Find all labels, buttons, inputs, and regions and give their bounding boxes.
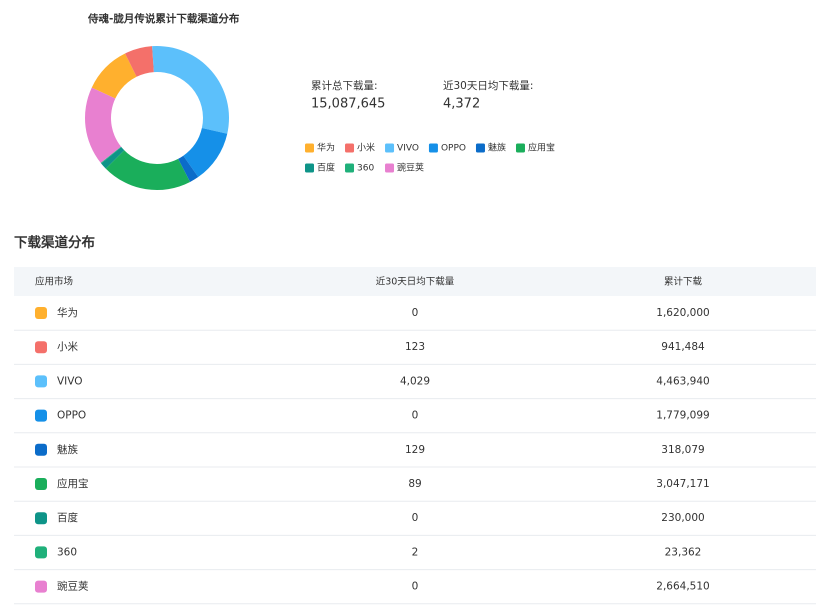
legend-label: 百度 (317, 162, 335, 174)
row-icon (35, 546, 47, 559)
table-cell: 4,029 (400, 375, 430, 387)
pie-slice (152, 46, 229, 134)
table-cell: 129 (405, 444, 425, 456)
table-cell: 百度 (57, 511, 78, 524)
table-cell: 123 (405, 341, 425, 353)
legend-label: 360 (357, 164, 374, 174)
legend-label: 豌豆荚 (397, 162, 424, 174)
table-cell: 华为 (57, 306, 78, 319)
legend-swatch (385, 163, 395, 173)
legend-swatch (305, 163, 314, 173)
table-cell: 1,620,000 (656, 307, 709, 319)
stat-label: 近30天日均下载量: (443, 79, 533, 92)
table-cell: 小米 (57, 340, 78, 353)
row-icon (35, 580, 47, 593)
row-icon (35, 512, 47, 525)
legend-swatch (475, 143, 485, 153)
table-cell: VIVO (57, 375, 83, 387)
table-cell: 0 (412, 581, 419, 593)
table-cell: 1,779,099 (656, 410, 709, 422)
table-cell: 941,484 (661, 341, 705, 353)
pie-slice (101, 147, 125, 169)
table-cell: 应用宝 (57, 477, 89, 490)
row-icon (35, 307, 47, 319)
table-cell: 豌豆荚 (57, 580, 89, 593)
legend-swatch (428, 143, 438, 153)
pie-slice (105, 150, 191, 190)
legend-swatch (345, 143, 355, 153)
legend-label: OPPO (441, 144, 466, 154)
stat-label: 累计总下载量: (311, 79, 378, 92)
table-cell: 魅族 (57, 443, 78, 456)
legend-label: VIVO (397, 144, 419, 154)
stat-value: 4,372 (443, 97, 480, 112)
legend-swatch (345, 163, 355, 173)
table-header: 近30天日均下载量 (376, 276, 455, 288)
table-cell: 3,047,171 (656, 478, 709, 490)
pie-slice (178, 155, 199, 182)
table-cell: 0 (412, 410, 419, 422)
row-icon (35, 443, 47, 456)
table-cell: 89 (408, 478, 421, 490)
table-cell: 230,000 (661, 512, 704, 524)
table-cell: 4,463,940 (656, 375, 709, 387)
table-cell: 2,664,510 (656, 581, 709, 593)
table-header: 累计下载 (664, 276, 703, 288)
legend-label: 小米 (357, 142, 375, 154)
row-icon (35, 375, 47, 388)
legend-swatch (385, 143, 395, 153)
legend-swatch (305, 143, 314, 153)
row-icon (35, 478, 47, 490)
stat-value: 15,087,645 (311, 97, 385, 112)
pie-slice (100, 146, 122, 164)
table-cell: 318,079 (661, 444, 704, 456)
table-cell: 360 (57, 546, 77, 558)
pie-slice (183, 128, 228, 178)
row-icon (35, 341, 47, 354)
table-cell: OPPO (57, 410, 86, 422)
section-title: 下载渠道分布 (14, 234, 95, 251)
legend-swatch (515, 143, 525, 153)
row-icon (35, 409, 47, 422)
chart-title: 侍魂-胧月传说累计下载渠道分布 (87, 12, 240, 25)
table-cell: 2 (412, 546, 419, 558)
legend-label: 魅族 (488, 142, 506, 154)
table-header-bg (14, 267, 816, 296)
legend-label: 华为 (317, 142, 335, 154)
pie-slice (125, 46, 154, 77)
table-header: 应用市场 (35, 276, 73, 288)
table-cell: 0 (412, 307, 419, 319)
table-cell: 0 (412, 512, 419, 524)
pie-slice (85, 87, 122, 163)
table-cell: 23,362 (665, 546, 702, 558)
legend-label: 应用宝 (528, 142, 555, 154)
pie-slice (91, 53, 137, 99)
